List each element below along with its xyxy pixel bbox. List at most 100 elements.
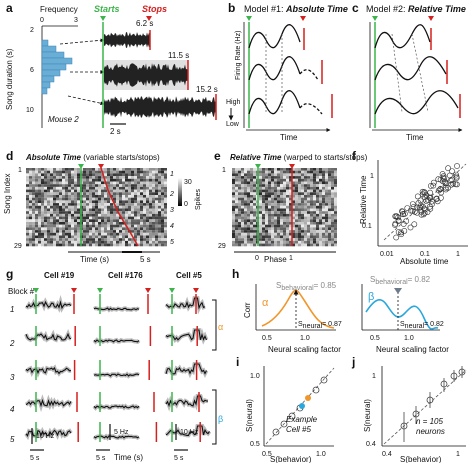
scatter-point	[435, 176, 442, 183]
colorbar-max: 30	[184, 179, 192, 186]
hist-bar	[41, 39, 49, 47]
warp-guides	[391, 33, 429, 113]
scatter-point	[439, 171, 446, 177]
svg-text:3: 3	[10, 373, 15, 382]
beta-label: β	[218, 414, 223, 424]
panel-e-title: Relative Time (warped to starts/stops)	[230, 153, 368, 162]
svg-text:2: 2	[169, 191, 174, 198]
waveform-trace	[104, 96, 216, 118]
start-marker-icon	[100, 16, 106, 21]
sb-alpha: Sbehavioral= 0.85	[276, 281, 337, 292]
panel-j: j S(neural) 1 0.4 0.4 1 S(behavior) n = …	[351, 355, 467, 463]
j-point	[400, 422, 408, 430]
block-label: Block #	[8, 287, 35, 296]
scatter-point	[421, 194, 428, 201]
colorbar-label: Spikes	[195, 188, 202, 210]
panel-d: d Absolute Time (variable starts/stops) …	[3, 149, 202, 264]
i-caption-2: Cell #5	[286, 425, 311, 434]
rate-curve-ext	[299, 103, 323, 115]
time-scalebar-a-label: 5 s	[30, 455, 40, 462]
time-scalebar-b-label: 5 s	[96, 455, 106, 462]
i-point	[312, 386, 320, 394]
time-label: Time	[406, 133, 424, 142]
scatter-point	[445, 165, 451, 172]
i-point	[272, 428, 280, 436]
psth-trace	[165, 395, 209, 408]
svg-text:1: 1	[170, 171, 174, 178]
panel-j-label: j	[351, 355, 355, 369]
duration-histogram	[41, 39, 73, 95]
j-point	[458, 368, 466, 376]
scatter-point	[404, 205, 411, 211]
scatter-point	[421, 205, 427, 212]
phase-label: Phase	[264, 255, 287, 264]
scatter-point	[420, 211, 427, 218]
i-xtick-05: 0.5	[262, 451, 272, 458]
psth-trace	[93, 435, 140, 439]
duration-tick-2: 2	[30, 27, 34, 34]
f-xtick-01: 0.1	[420, 251, 430, 258]
start-marker-icon	[255, 164, 261, 169]
alpha-label: α	[218, 322, 223, 332]
start-marker-icon	[246, 16, 252, 21]
hist-bar	[41, 81, 51, 89]
scatter-point	[450, 180, 456, 187]
h-xlabel-alpha: Neural scaling factor	[268, 345, 341, 354]
panel-h-label: h	[232, 267, 239, 281]
cell-19-title: Cell #19	[44, 271, 75, 280]
frequency-label: Frequency	[40, 5, 78, 14]
scatter-point	[407, 224, 414, 231]
stop-curve	[100, 167, 139, 247]
scatter-point	[448, 181, 455, 188]
time-scalebar-label: 2 s	[110, 127, 121, 136]
panel-i: i S(neural) 1.0 0.5 0.5 1.0 S(behavior) …	[236, 355, 335, 463]
song-waveform-1: 6.2 s	[104, 19, 153, 50]
mouse-label: Mouse 2	[48, 115, 79, 124]
j-caption-1: n = 105	[416, 417, 443, 426]
h-alpha-xtick-05: 0.5	[262, 335, 272, 342]
rate-curve	[248, 56, 301, 81]
sn-alpha: Sneural= 0.87	[298, 321, 342, 330]
f-xtick-1: 1	[456, 251, 460, 258]
psth-trace	[25, 332, 72, 341]
scatter-point	[452, 171, 459, 178]
scatter-point	[393, 213, 400, 220]
scatter-point	[398, 231, 405, 238]
psth-trace	[25, 398, 72, 408]
panel-f-label: f	[352, 149, 357, 163]
duration-2: 11.5 s	[168, 51, 189, 60]
psth-trace	[93, 307, 140, 311]
rate-scalebar-a-label: 10 Hz	[36, 433, 55, 440]
low-label: Low	[226, 121, 240, 128]
i-ytick-10: 1.0	[250, 373, 260, 380]
arrow-long-song	[67, 95, 105, 106]
hist-bar	[41, 63, 67, 71]
time-label: Time	[280, 133, 298, 142]
svg-text:4: 4	[170, 223, 174, 230]
f-xtick-001: 0.01	[380, 251, 394, 258]
hist-bar	[41, 75, 55, 83]
scatter-point	[430, 182, 437, 189]
scatter-point	[449, 168, 455, 174]
row-group-labels: 1 2 3 4 5	[169, 171, 174, 246]
scatter-point	[398, 229, 404, 236]
e-row-tick-29: 29	[218, 243, 226, 250]
i-ytick-05: 0.5	[250, 441, 260, 448]
song-waveform-3: 15.2 s	[104, 85, 218, 120]
stops-label: Stops	[142, 4, 167, 14]
scatter-point	[427, 182, 434, 189]
arrow-short-song	[59, 38, 105, 45]
i-point	[280, 420, 288, 428]
song-duration-label: Song duration (s)	[5, 48, 14, 110]
i-point-alpha	[305, 395, 311, 401]
hist-bar	[41, 69, 61, 77]
alpha-bracket	[212, 299, 217, 351]
scatter-point	[415, 200, 422, 206]
panel-d-title: Absolute Time (variable starts/stops)	[25, 153, 160, 162]
psth-trace	[165, 425, 210, 436]
colorbar	[178, 178, 182, 206]
scatter-point	[421, 210, 428, 216]
rate-curve	[248, 24, 301, 49]
g-time-label: Time (s)	[114, 453, 143, 462]
